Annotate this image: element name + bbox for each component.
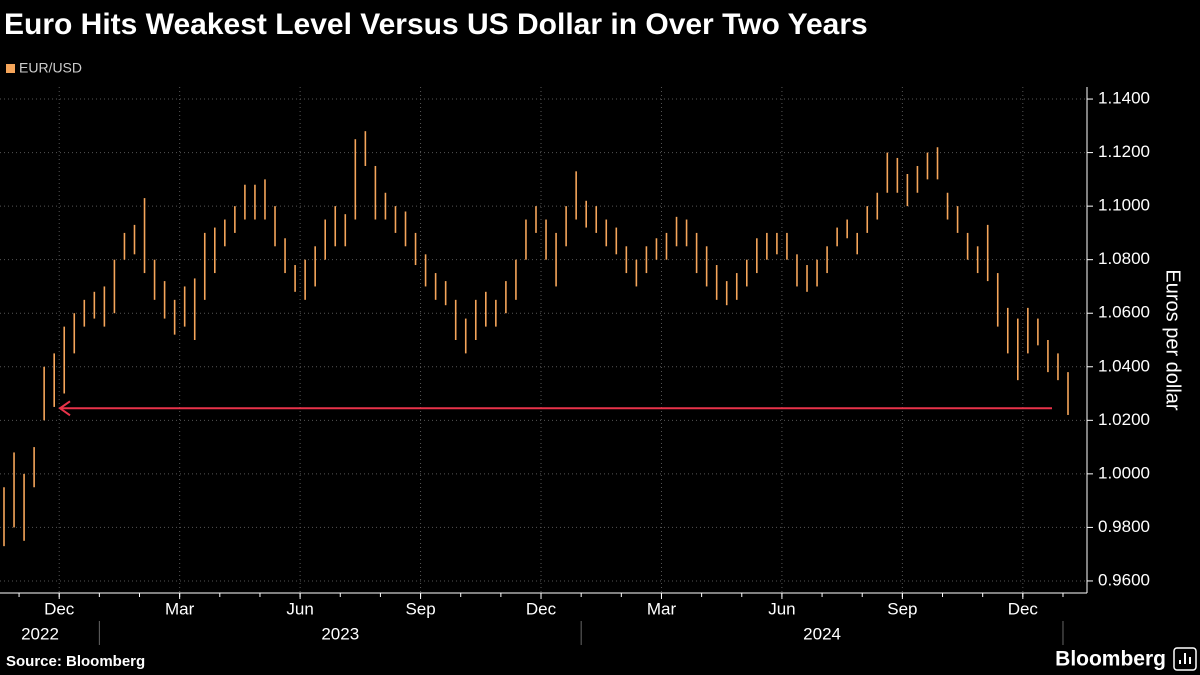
legend-label: EUR/USD (19, 60, 82, 76)
source: Source: Bloomberg (6, 653, 145, 670)
year-label: 2024 (803, 624, 841, 643)
x-tick-label: Dec (526, 599, 557, 618)
x-tick-label: Mar (165, 599, 195, 618)
legend-swatch (6, 64, 15, 73)
x-tick-label: Sep (405, 599, 435, 618)
year-label: 2023 (321, 624, 359, 643)
brand-icon (1173, 647, 1197, 671)
y-tick-label: 1.0600 (1098, 303, 1150, 322)
x-tick-label: Jun (768, 599, 795, 618)
x-tick-label: Mar (647, 599, 677, 618)
x-tick-label: Dec (44, 599, 75, 618)
y-tick-label: 1.0400 (1098, 356, 1150, 375)
y-tick-label: 1.1000 (1098, 196, 1150, 215)
y-tick-label: 0.9800 (1098, 517, 1150, 536)
y-tick-label: 0.9600 (1098, 570, 1150, 589)
y-axis-label: Euros per dollar (1162, 269, 1184, 411)
reference-arrowhead (58, 400, 71, 417)
brand-icon-bars (1179, 653, 1191, 664)
y-tick-label: 1.0000 (1098, 463, 1150, 482)
y-tick-label: 1.0200 (1098, 410, 1150, 429)
x-tick-label: Jun (286, 599, 313, 618)
y-tick-label: 1.0800 (1098, 249, 1150, 268)
x-tick-label: Dec (1008, 599, 1039, 618)
y-tick-label: 1.1200 (1098, 142, 1150, 161)
x-tick-label: Sep (887, 599, 917, 618)
y-tick-label: 1.1400 (1098, 89, 1150, 108)
year-label: 2022 (21, 624, 59, 643)
brand: Bloomberg (1055, 648, 1166, 671)
chart-title: Euro Hits Weakest Level Versus US Dollar… (4, 8, 868, 41)
